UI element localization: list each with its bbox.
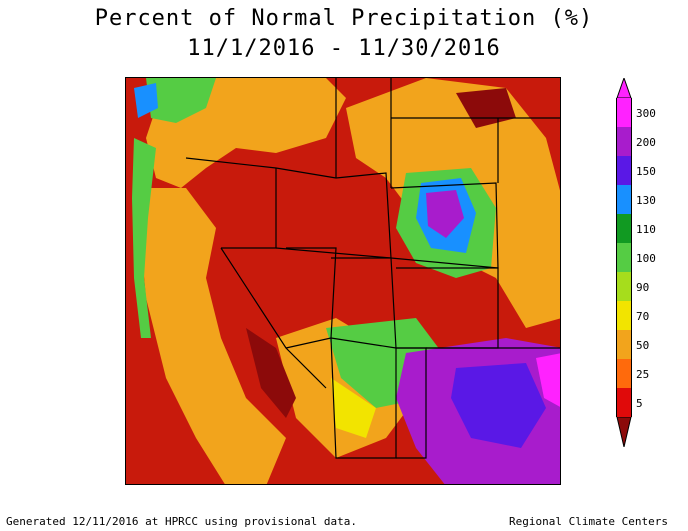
precip-zone-blue-nw	[134, 83, 158, 118]
map-title: Percent of Normal Precipitation (%)	[94, 6, 594, 31]
precip-zone-yellow-southwest	[331, 378, 376, 438]
precip-zone-purple-rockies	[426, 190, 464, 238]
precip-zone-magenta-texas	[536, 353, 560, 407]
legend-label-200: 200	[636, 135, 656, 149]
legend-swatch-70	[616, 301, 632, 330]
legend-label-50: 50	[636, 338, 650, 352]
legend-label-90: 90	[636, 280, 650, 294]
legend-swatch-90	[616, 272, 632, 301]
legend-bottom-arrow	[616, 417, 632, 447]
legend-swatch-110	[616, 214, 632, 243]
precipitation-legend	[616, 78, 632, 450]
source-credit: Regional Climate Centers	[509, 515, 668, 528]
legend-label-300: 300	[636, 106, 656, 120]
legend-swatch-25	[616, 359, 632, 388]
legend-label-70: 70	[636, 309, 650, 323]
legend-label-100: 100	[636, 251, 656, 265]
legend-label-110: 110	[636, 222, 656, 236]
precipitation-map	[125, 77, 561, 485]
legend-swatch-50	[616, 330, 632, 359]
map-date-range: 11/1/2016 - 11/30/2016	[187, 36, 501, 61]
legend-label-25: 25	[636, 367, 650, 381]
legend-swatch-200	[616, 127, 632, 156]
precipitation-map-graphic	[126, 78, 560, 484]
precip-zone-orange-coast	[136, 188, 286, 484]
legend-swatch-5	[616, 388, 632, 417]
legend-swatch-130	[616, 185, 632, 214]
generation-note: Generated 12/11/2016 at HPRCC using prov…	[6, 515, 357, 528]
precip-zone-violet-texas	[451, 363, 546, 448]
legend-swatch-150	[616, 156, 632, 185]
legend-swatch-300	[616, 98, 632, 127]
precip-zone-green-north	[146, 78, 216, 123]
legend-label-5: 5	[636, 396, 643, 410]
state-boundaries	[185, 78, 560, 459]
legend-top-arrow	[616, 78, 632, 98]
legend-label-130: 130	[636, 193, 656, 207]
precip-zone-darkred-nevada	[246, 328, 296, 418]
legend-swatch-100	[616, 243, 632, 272]
legend-label-150: 150	[636, 164, 656, 178]
precip-zone-green-coast	[132, 138, 156, 338]
